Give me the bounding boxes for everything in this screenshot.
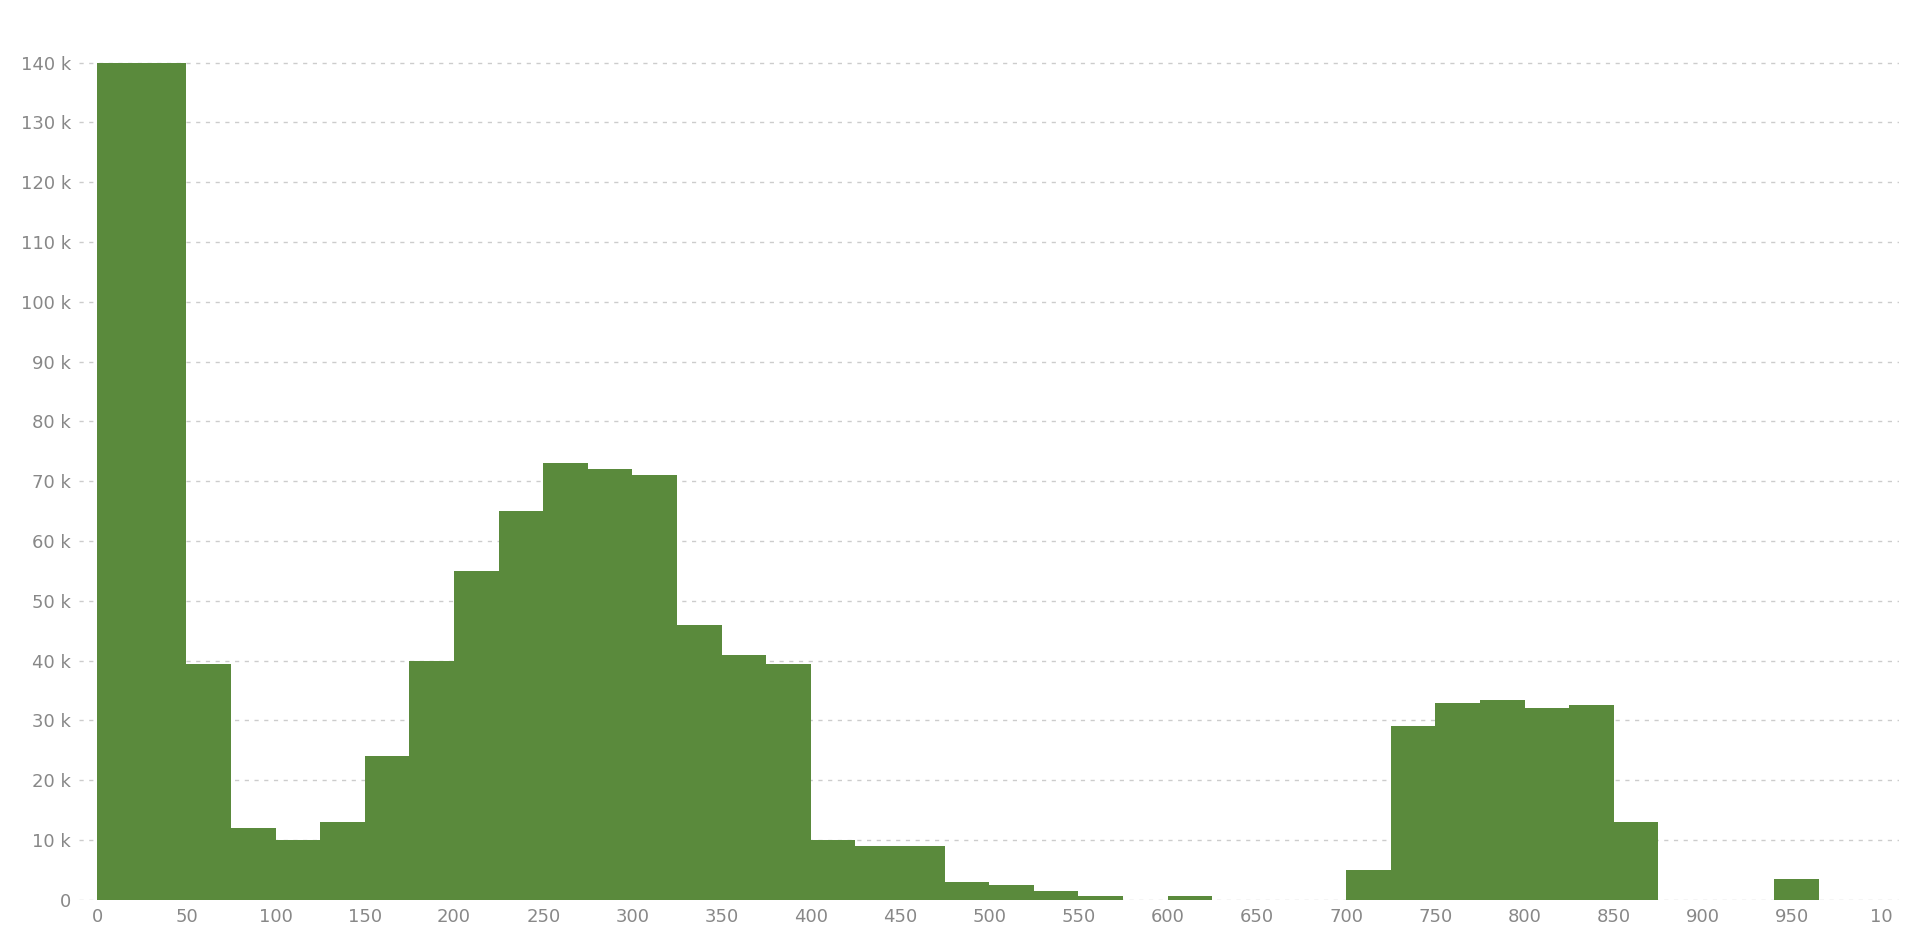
Bar <box>1346 870 1390 900</box>
Bar <box>543 463 588 900</box>
Bar <box>678 625 722 900</box>
Bar <box>1774 879 1818 900</box>
Bar <box>1569 706 1613 900</box>
Bar <box>1480 700 1524 900</box>
Bar <box>321 822 365 900</box>
Bar <box>186 664 230 900</box>
Bar <box>1524 708 1569 900</box>
Bar <box>276 840 321 900</box>
Bar <box>1613 822 1659 900</box>
Bar <box>632 475 678 900</box>
Bar <box>810 840 856 900</box>
Bar <box>722 654 766 900</box>
Bar <box>409 661 453 900</box>
Bar <box>766 664 810 900</box>
Bar <box>1033 891 1079 900</box>
Bar <box>1079 896 1123 900</box>
Bar <box>365 757 409 900</box>
Bar <box>989 884 1033 900</box>
Bar <box>1167 896 1212 900</box>
Bar <box>856 846 900 900</box>
Bar <box>453 571 499 900</box>
Bar <box>499 511 543 900</box>
Bar <box>230 828 276 900</box>
Bar <box>1390 726 1436 900</box>
Bar <box>588 470 632 900</box>
Bar <box>945 882 989 900</box>
Bar <box>1436 703 1480 900</box>
Bar <box>900 846 945 900</box>
Bar <box>98 63 186 900</box>
